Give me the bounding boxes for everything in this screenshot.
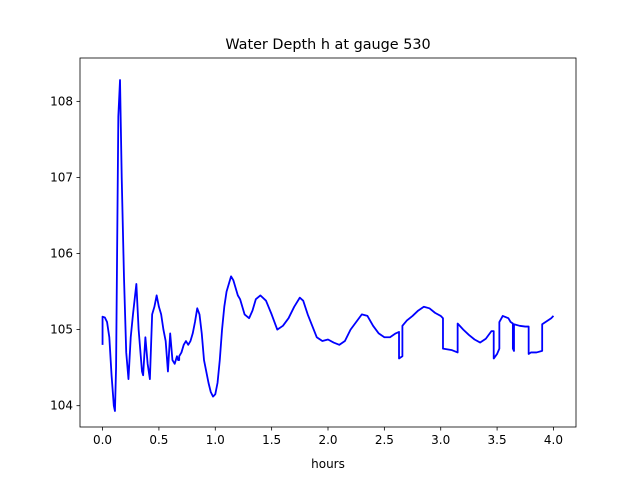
- y-axis: 104 105 106 107 108: [50, 94, 80, 413]
- x-axis: 0.0 0.5 1.0 1.5 2.0 2.5 3.0 3.5 4.0: [93, 427, 563, 447]
- y-tick-label: 104: [50, 399, 73, 413]
- x-tick-label: 2.0: [318, 433, 337, 447]
- y-tick-label: 106: [50, 247, 73, 261]
- x-tick-label: 4.0: [544, 433, 563, 447]
- x-tick-label: 3.5: [488, 433, 507, 447]
- x-tick-label: 3.0: [431, 433, 450, 447]
- y-tick-label: 107: [50, 170, 73, 184]
- x-tick-label: 0.0: [93, 433, 112, 447]
- x-tick-label: 0.5: [149, 433, 168, 447]
- x-tick-label: 1.5: [262, 433, 281, 447]
- x-tick-label: 2.5: [375, 433, 394, 447]
- y-tick-label: 108: [50, 94, 73, 108]
- series-line: [101, 79, 555, 412]
- chart-title: Water Depth h at gauge 530: [225, 37, 430, 53]
- y-tick-label: 105: [50, 323, 73, 337]
- x-axis-label: hours: [311, 457, 345, 471]
- x-tick-label: 1.0: [206, 433, 225, 447]
